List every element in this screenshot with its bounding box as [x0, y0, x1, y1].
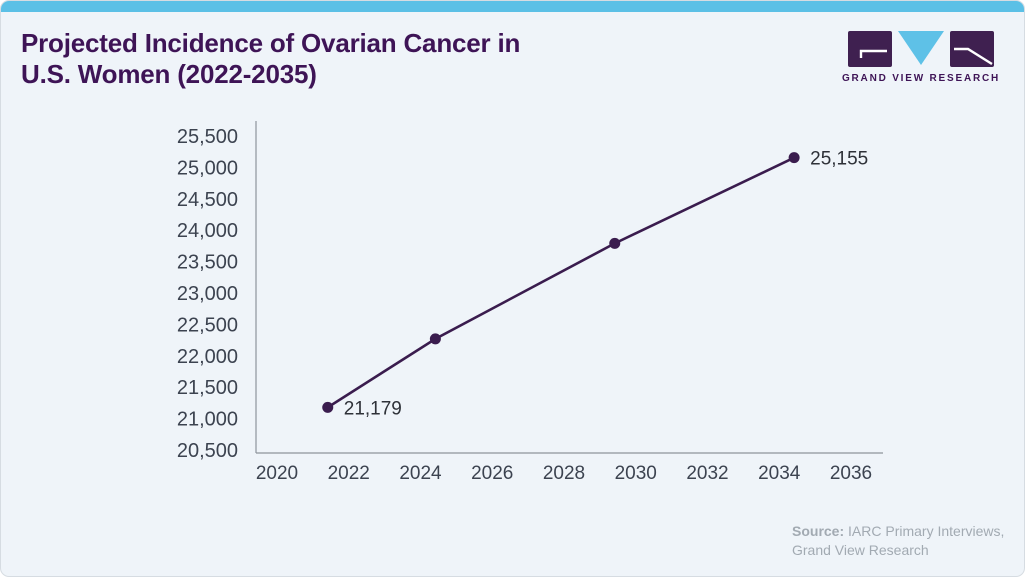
y-tick-label: 21,000 [177, 409, 238, 431]
x-tick-label: 2024 [399, 463, 442, 484]
accent-top-bar [1, 1, 1024, 12]
data-point [322, 401, 334, 413]
data-point-label: 21,179 [344, 398, 402, 419]
source-line1: Source: IARC Primary Interviews, [792, 522, 1004, 541]
x-tick-label: 2034 [758, 463, 801, 484]
x-tick-label: 2028 [543, 463, 585, 484]
data-point [788, 152, 800, 164]
x-tick-label: 2020 [256, 463, 298, 484]
page-title: Projected Incidence of Ovarian Cancer in… [21, 28, 520, 90]
logo-g-stroke [859, 49, 887, 58]
source-label: Source: [792, 523, 845, 539]
logo-g-square [848, 31, 892, 67]
source-text2: Grand View Research [792, 542, 929, 558]
logo-r-stroke [954, 47, 993, 66]
data-point [429, 333, 441, 345]
x-tick-label: 2026 [471, 463, 513, 484]
y-tick-label: 23,000 [177, 283, 238, 305]
y-tick-label: 20,500 [177, 440, 238, 462]
page-title-line1: Projected Incidence of Ovarian Cancer in [21, 28, 521, 58]
logo-v-triangle [898, 31, 944, 65]
source-text1: IARC Primary Interviews, [848, 523, 1005, 539]
y-tick-label: 23,500 [177, 252, 238, 274]
x-tick-label: 2032 [686, 463, 728, 484]
brand-text: GRAND VIEW RESEARCH [841, 73, 1001, 84]
data-point-label: 25,155 [810, 149, 868, 170]
x-tick-label: 2036 [830, 463, 872, 484]
grand-view-research-logo: GRAND VIEW RESEARCH [842, 31, 998, 84]
y-tick-label: 24,500 [177, 189, 238, 211]
y-tick-label: 22,000 [177, 346, 238, 368]
y-tick-label: 25,000 [177, 157, 238, 179]
source-note: Source: IARC Primary Interviews, Grand V… [792, 522, 1004, 560]
x-tick-label: 2022 [328, 463, 370, 484]
x-tick-label: 2030 [615, 463, 657, 484]
gvr-logo-icon [848, 31, 994, 67]
y-tick-label: 25,500 [177, 126, 238, 148]
page-title-line2: U.S. Women (2022-2035) [21, 59, 317, 89]
y-tick-label: 21,500 [177, 377, 238, 399]
data-point [609, 237, 621, 249]
trend-line [327, 156, 795, 409]
y-tick-label: 22,500 [177, 314, 238, 336]
y-tick-label: 24,000 [177, 220, 238, 242]
